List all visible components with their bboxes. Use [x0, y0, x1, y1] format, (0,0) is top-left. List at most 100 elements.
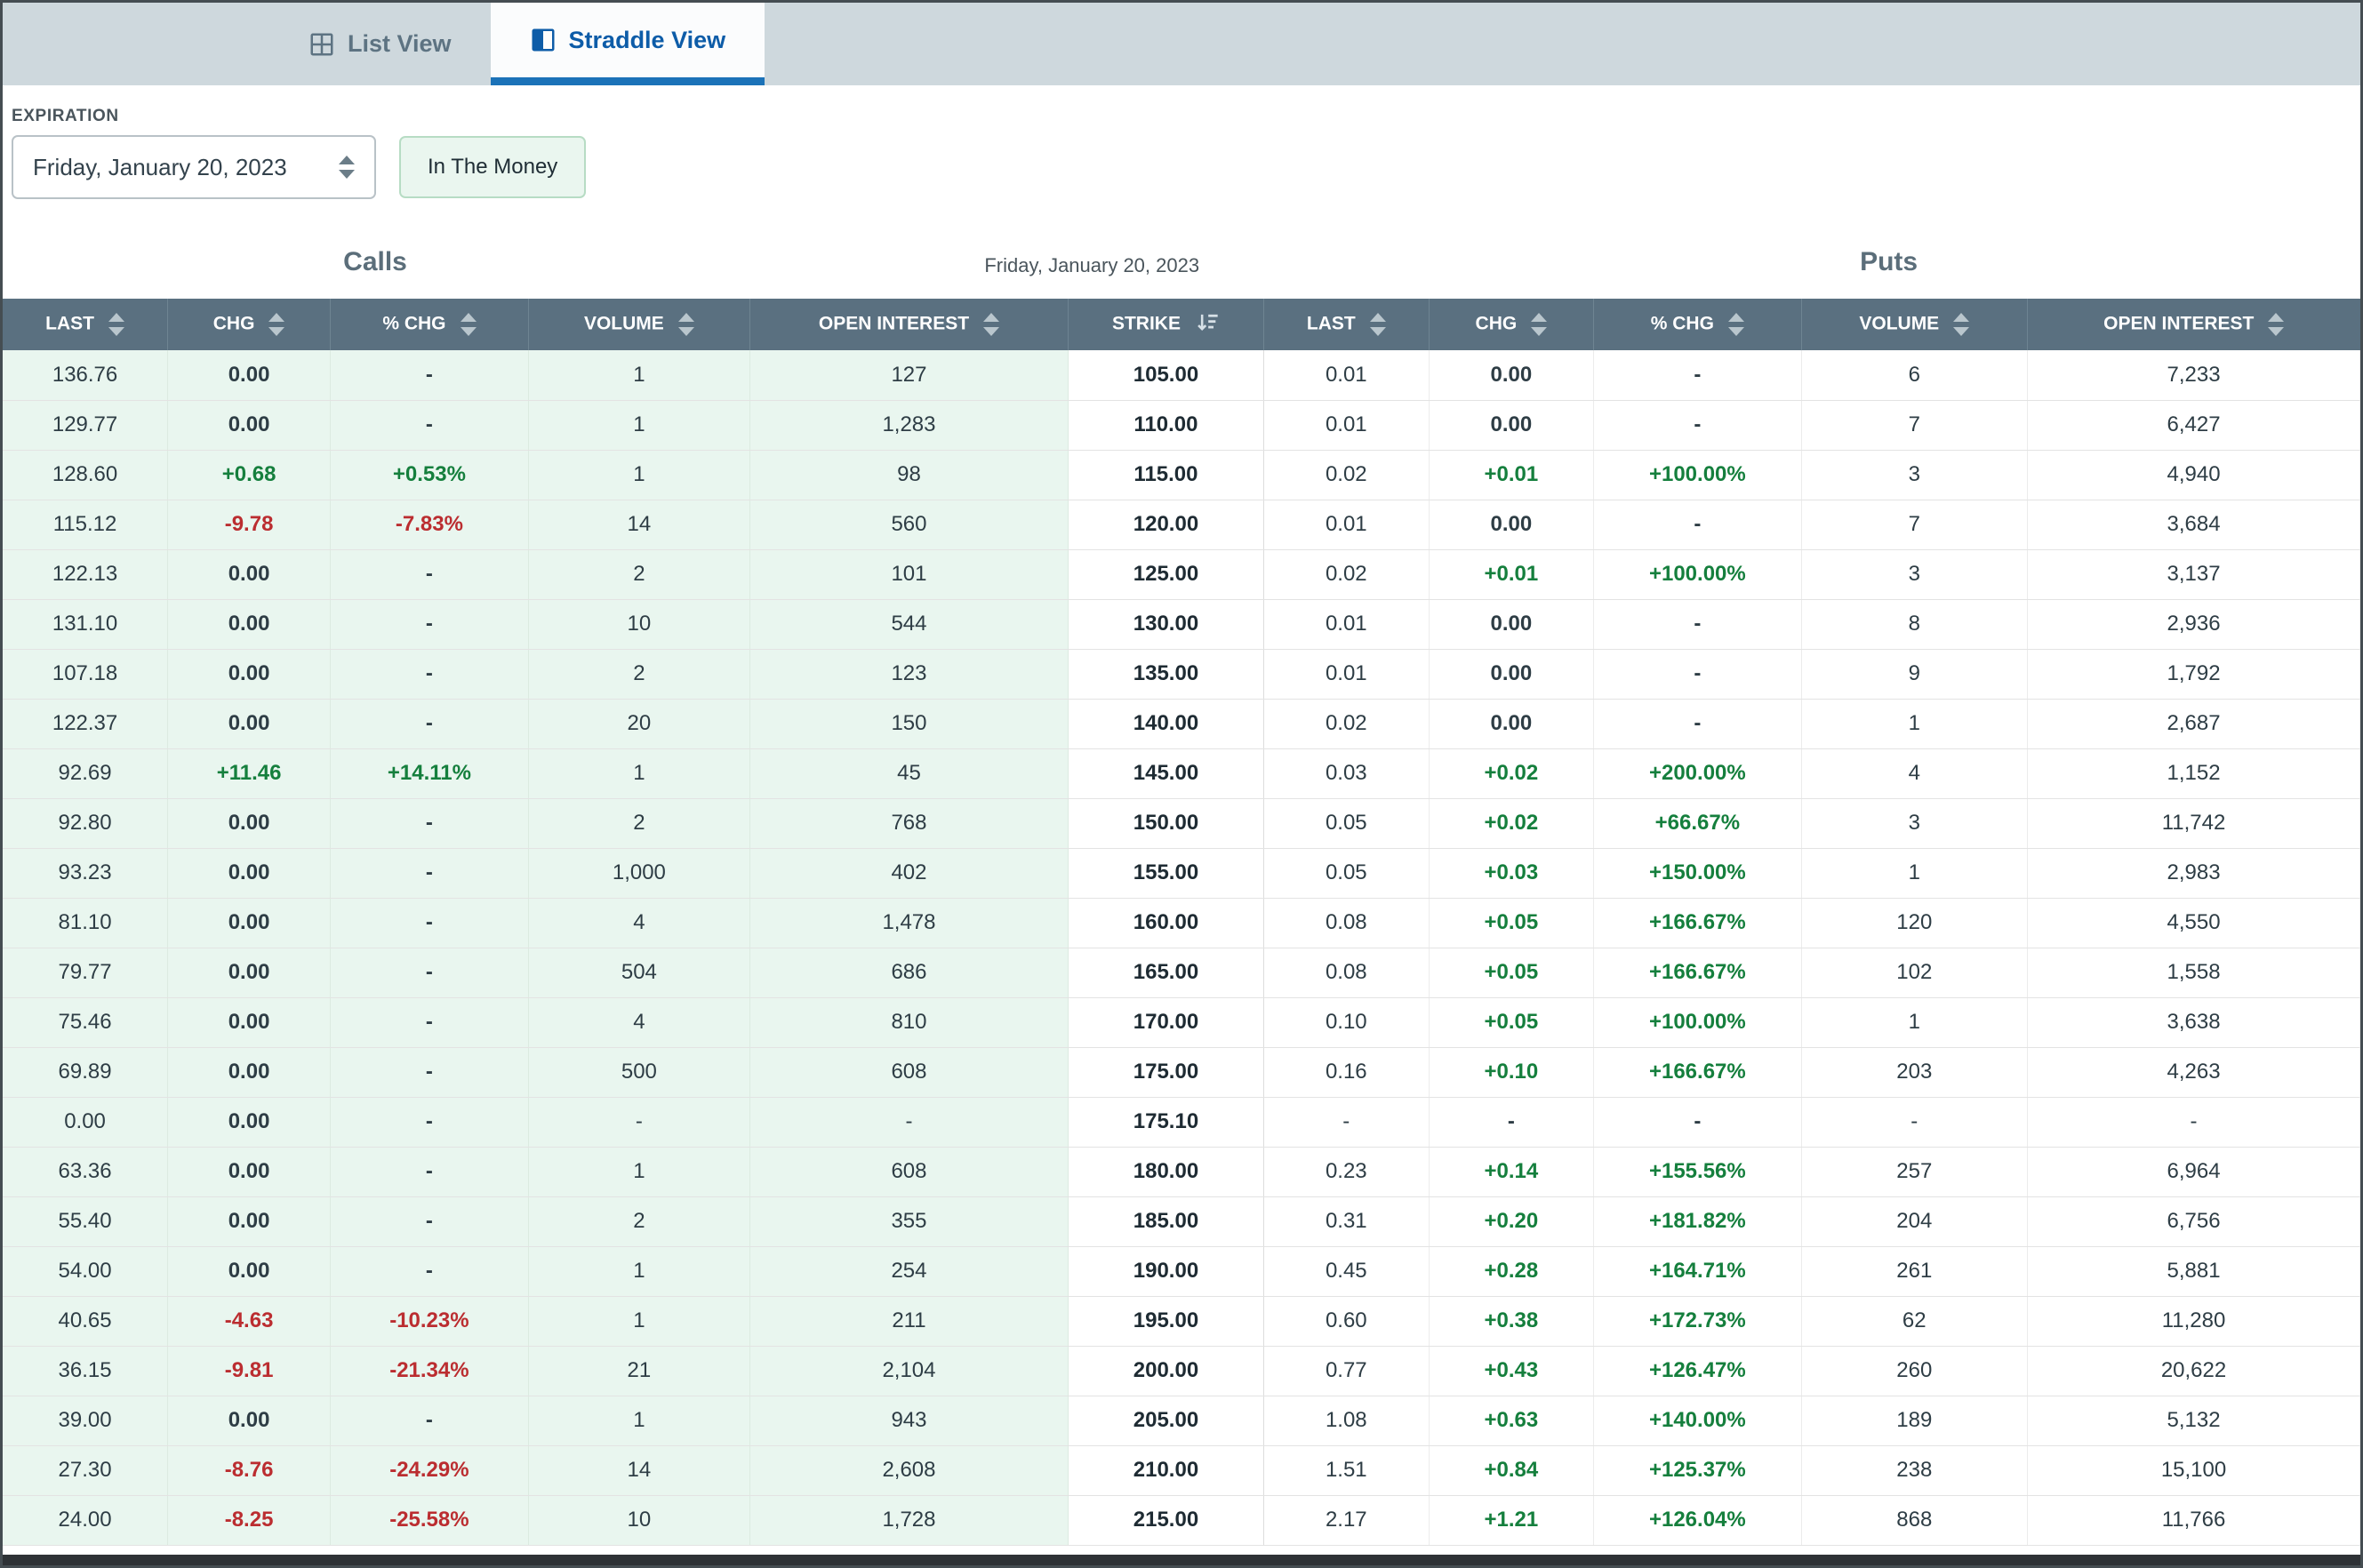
option-row[interactable]: 131.10 0.00-10 544 130.00 0.01 0.00-8 2,936	[3, 599, 2360, 650]
header-call-open-interest[interactable]: OPEN INTEREST	[749, 299, 1069, 350]
call-open-interest: 101	[749, 549, 1069, 600]
sort-icon[interactable]	[1531, 313, 1548, 336]
put-open-interest: 1,152	[2027, 748, 2360, 799]
option-row[interactable]: 122.37 0.00-20 150 140.00 0.02 0.00-1 2,687	[3, 699, 2360, 749]
strike: 170.00	[1067, 997, 1265, 1048]
option-row[interactable]: 81.10 0.00-4 1,478 160.00 0.08 +0.05 +166.67% 1…	[3, 898, 2360, 948]
put-pct-chg: +200.00%	[1593, 748, 1802, 799]
strike: 175.10	[1067, 1097, 1265, 1148]
put-volume: 6	[1801, 350, 2029, 401]
header-call-volume[interactable]: VOLUME	[527, 299, 750, 350]
call-pct-chg: -	[330, 798, 529, 849]
put-pct-chg: +100.00%	[1593, 997, 1802, 1048]
call-chg: -8.25	[167, 1495, 332, 1546]
put-volume: 7	[1801, 500, 2029, 550]
option-row[interactable]: 128.60 +0.68 +0.53% 1 98 115.00 0.02 +0.01 +100.…	[3, 450, 2360, 500]
header-strike[interactable]: STRIKE	[1067, 299, 1264, 350]
put-volume: 8	[1801, 599, 2029, 650]
header-call-last[interactable]: LAST	[3, 299, 168, 350]
call-pct-chg: -	[330, 848, 529, 899]
header-put-open-interest[interactable]: OPEN INTEREST	[2027, 299, 2360, 350]
option-row[interactable]: 55.40 0.00-2 355 185.00 0.31 +0.20 +181.82% 204…	[3, 1196, 2360, 1247]
call-volume: 2	[528, 798, 751, 849]
option-row[interactable]: 93.23 0.00-1,000 402 155.00 0.05 +0.03 +150.00…	[3, 848, 2360, 899]
expiration-select[interactable]: Friday, January 20, 2023	[12, 135, 376, 199]
put-volume: 238	[1801, 1445, 2029, 1496]
call-volume: 2	[528, 649, 751, 700]
put-pct-chg: +125.37%	[1593, 1445, 1802, 1496]
option-row[interactable]: 39.00 0.00-1 943 205.00 1.08 +0.63 +140.00% 189…	[3, 1396, 2360, 1446]
option-row[interactable]: 36.15 -9.81 -21.34% 21 2,104 200.00 0.77 +0.43 +…	[3, 1346, 2360, 1396]
sort-icon[interactable]	[268, 313, 285, 336]
option-row[interactable]: 24.00 -8.25 -25.58% 10 1,728 215.00 2.17 +1.21 +…	[3, 1495, 2360, 1546]
sort-icon[interactable]	[983, 313, 1000, 336]
option-row[interactable]: 40.65 -4.63 -10.23% 1 211 195.00 0.60 +0.38 +172…	[3, 1296, 2360, 1347]
put-open-interest: 4,940	[2027, 450, 2360, 500]
sort-icon[interactable]	[2268, 313, 2285, 336]
header-put-volume[interactable]: VOLUME	[1800, 299, 2028, 350]
put-last: 0.45	[1263, 1246, 1430, 1297]
option-row[interactable]: 63.36 0.00-1 608 180.00 0.23 +0.14 +155.56% 257…	[3, 1147, 2360, 1197]
option-row[interactable]: 69.89 0.00-500 608 175.00 0.16 +0.10 +166.67% 2…	[3, 1047, 2360, 1098]
option-row[interactable]: 115.12 -9.78 -7.83% 14 560 120.00 0.01 0.00-7 3,…	[3, 500, 2360, 550]
header-put-last[interactable]: LAST	[1263, 299, 1430, 350]
put-pct-chg: +140.00%	[1593, 1396, 1802, 1446]
option-row[interactable]: 75.46 0.00-4 810 170.00 0.10 +0.05 +100.00% 1 3,…	[3, 997, 2360, 1048]
call-pct-chg: -	[330, 1196, 529, 1247]
call-open-interest: 150	[749, 699, 1069, 749]
tab-straddle-view[interactable]: Straddle View	[490, 3, 765, 85]
put-pct-chg: +166.67%	[1593, 1047, 1802, 1098]
bottom-scrollbar[interactable]	[3, 1555, 2360, 1565]
put-open-interest: 2,983	[2027, 848, 2360, 899]
option-row[interactable]: 136.76 0.00-1 127 105.00 0.01 0.00-6 7,233	[3, 350, 2360, 401]
option-row[interactable]: 107.18 0.00-2 123 135.00 0.01 0.00-9 1,792	[3, 649, 2360, 700]
put-open-interest: 1,792	[2027, 649, 2360, 700]
sort-icon[interactable]	[1369, 313, 1386, 336]
sort-icon[interactable]	[1727, 313, 1744, 336]
header-call-chg[interactable]: CHG	[167, 299, 331, 350]
call-volume: 1	[528, 1246, 751, 1297]
put-chg: +0.05	[1429, 948, 1595, 998]
call-chg: 0.00	[167, 1097, 332, 1148]
call-pct-chg: -	[330, 1396, 529, 1446]
call-volume: 10	[528, 599, 751, 650]
sort-icon[interactable]	[460, 313, 477, 336]
put-last: 0.60	[1263, 1296, 1430, 1347]
put-volume: -	[1801, 1097, 2029, 1148]
call-volume: 4	[528, 997, 751, 1048]
puts-title: Puts	[1860, 247, 1918, 276]
put-open-interest: 6,427	[2027, 400, 2360, 451]
call-open-interest: 1,283	[749, 400, 1069, 451]
put-chg: +0.02	[1429, 748, 1595, 799]
header-put-chg[interactable]: CHG	[1428, 299, 1594, 350]
call-open-interest: 355	[749, 1196, 1069, 1247]
tab-list-view[interactable]: List View	[269, 3, 491, 85]
option-row[interactable]: 92.69 +11.46 +14.11% 1 45 145.00 0.03 +0.02 +200…	[3, 748, 2360, 799]
view-tabs: List View Straddle View	[269, 3, 765, 85]
sort-ascending-icon[interactable]	[1195, 309, 1220, 340]
strike: 155.00	[1067, 848, 1265, 899]
option-row[interactable]: 92.80 0.00-2 768 150.00 0.05 +0.02 +66.67% 3 11,…	[3, 798, 2360, 849]
sort-icon[interactable]	[108, 313, 124, 336]
options-straddle-table: LAST CHG % CHG VOLUME OPEN INTEREST STRI…	[3, 299, 2360, 1546]
call-chg: 0.00	[167, 599, 332, 650]
option-row[interactable]: 122.13 0.00-2 101 125.00 0.02 +0.01 +100.00% 3 3…	[3, 549, 2360, 600]
header-put-pct-chg[interactable]: % CHG	[1593, 299, 1802, 350]
put-chg: 0.00	[1429, 599, 1595, 650]
sort-icon[interactable]	[677, 313, 694, 336]
option-row[interactable]: 27.30 -8.76 -24.29% 14 2,608 210.00 1.51 +0.84 +…	[3, 1445, 2360, 1496]
option-row[interactable]: 129.77 0.00-1 1,283 110.00 0.01 0.00-7 6,427	[3, 400, 2360, 451]
call-last: 131.10	[3, 599, 169, 650]
call-last: 0.00	[3, 1097, 169, 1148]
call-volume: 1	[528, 1296, 751, 1347]
sort-icon[interactable]	[1953, 313, 1970, 336]
header-call-pct-chg[interactable]: % CHG	[330, 299, 529, 350]
option-row[interactable]: 54.00 0.00-1 254 190.00 0.45 +0.28 +164.71% 261…	[3, 1246, 2360, 1297]
put-volume: 1	[1801, 848, 2029, 899]
put-pct-chg: +100.00%	[1593, 450, 1802, 500]
option-row[interactable]: 79.77 0.00-504 686 165.00 0.08 +0.05 +166.67% 1…	[3, 948, 2360, 998]
strike: 105.00	[1067, 350, 1265, 401]
in-the-money-button[interactable]: In The Money	[399, 136, 587, 198]
option-row[interactable]: 0.00 0.00- - -175.10- - - - -	[3, 1097, 2360, 1148]
call-chg: 0.00	[167, 699, 332, 749]
